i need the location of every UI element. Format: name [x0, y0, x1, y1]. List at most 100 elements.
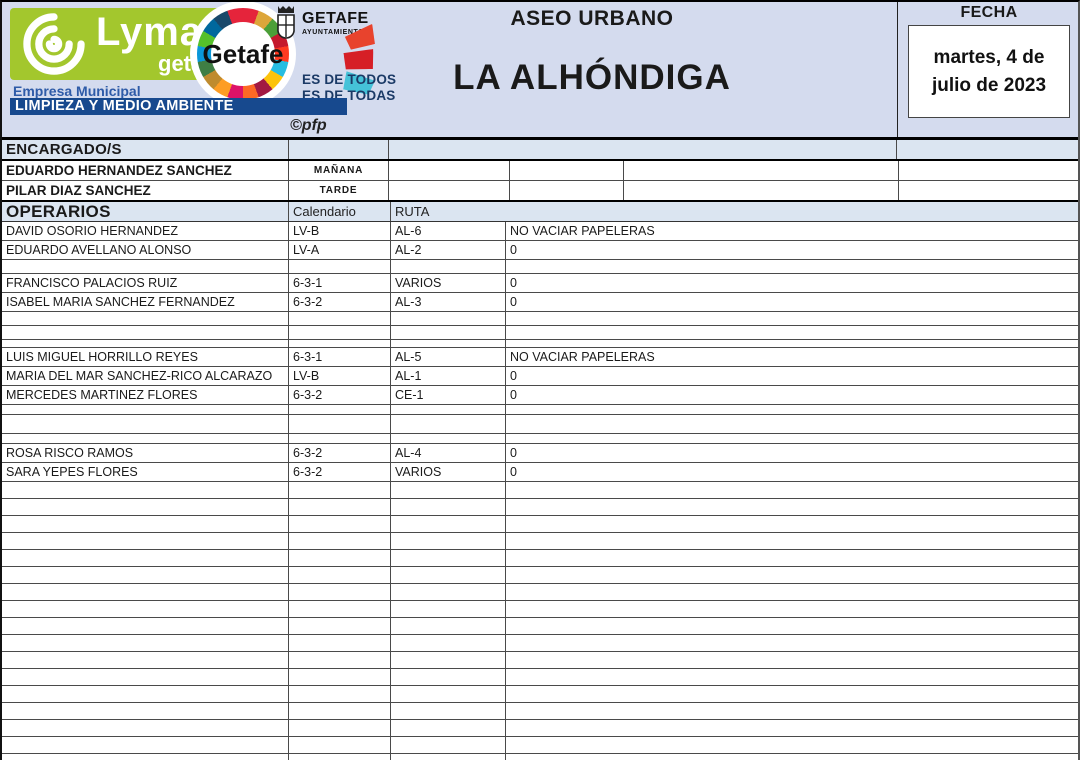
column-header-ruta: RUTA — [391, 202, 1078, 221]
operario-ruta — [391, 405, 506, 414]
operario-calendario — [289, 652, 391, 668]
operario-name — [2, 482, 289, 498]
operario-nota: NO VACIAR PAPELERAS — [510, 224, 655, 238]
operario-ruta — [391, 533, 506, 549]
empty-cell — [899, 181, 1078, 200]
getafe-wheel-label: Getafe — [202, 39, 284, 69]
getafe-city-name: GETAFE — [302, 10, 369, 27]
empty-row — [2, 326, 1078, 340]
encargado-row: EDUARDO HERNANDEZ SANCHEZ MAÑANA — [2, 161, 1078, 181]
empty-cell — [510, 161, 624, 180]
empty-row — [2, 533, 1078, 550]
empty-row — [2, 737, 1078, 754]
encargados-section-label: ENCARGADO/S — [2, 140, 289, 159]
operario-ruta — [391, 720, 506, 736]
operario-name — [2, 584, 289, 600]
schedule-table: ENCARGADO/S EDUARDO HERNANDEZ SANCHEZ MA… — [2, 140, 1078, 760]
operario-calendario — [289, 415, 391, 433]
getafe-sdg-wheel-logo: Getafe — [192, 3, 294, 105]
operario-calendario — [289, 533, 391, 549]
empty-row — [2, 703, 1078, 720]
operario-ruta — [391, 499, 506, 515]
ayuntamiento-crest-icon — [277, 6, 295, 39]
encargado-shift: TARDE — [289, 181, 389, 200]
operario-nota — [506, 415, 1078, 433]
empty-row — [2, 415, 1078, 434]
operario-name — [2, 703, 289, 719]
operario-ruta — [391, 326, 506, 339]
empty-row — [2, 405, 1078, 415]
operario-nota — [506, 567, 1078, 583]
operarios-header-row: OPERARIOS Calendario RUTA — [2, 202, 1078, 222]
operario-ruta — [391, 737, 506, 753]
operario-nota — [506, 754, 1078, 760]
empty-cell — [289, 140, 389, 159]
operario-nota — [506, 326, 1078, 339]
operario-row: FRANCISCO PALACIOS RUIZ 6-3-1 VARIOS 0 — [2, 274, 1078, 293]
operario-calendario — [289, 516, 391, 532]
empty-cell — [899, 161, 1078, 180]
operario-ruta — [391, 482, 506, 498]
operario-name — [2, 601, 289, 617]
operario-calendario — [289, 326, 391, 339]
operario-calendario — [289, 618, 391, 634]
operario-ruta: VARIOS — [391, 274, 506, 292]
operario-calendario: LV-B — [289, 367, 391, 385]
empty-cell — [624, 161, 899, 180]
operario-name — [2, 669, 289, 685]
title-block: ASEO URBANO LA ALHÓNDIGA — [352, 2, 832, 98]
operario-calendario — [289, 754, 391, 760]
operario-name — [2, 312, 289, 325]
operario-ruta — [391, 618, 506, 634]
lyma-swirl-icon — [23, 13, 85, 75]
operario-name — [2, 533, 289, 549]
operario-ruta — [391, 567, 506, 583]
operario-ruta — [391, 669, 506, 685]
operario-calendario: 6-3-2 — [289, 293, 391, 311]
operario-calendario — [289, 601, 391, 617]
operario-calendario — [289, 340, 391, 347]
operario-name — [2, 737, 289, 753]
operario-name — [2, 618, 289, 634]
operario-name — [2, 652, 289, 668]
operario-ruta — [391, 652, 506, 668]
fecha-section: FECHA martes, 4 de julio de 2023 — [897, 2, 1078, 137]
operario-name: SARA YEPES FLORES — [2, 463, 289, 481]
operario-calendario — [289, 686, 391, 702]
empty-row — [2, 312, 1078, 326]
operario-name — [2, 567, 289, 583]
operario-nota — [506, 703, 1078, 719]
operario-nota — [506, 260, 1078, 273]
empty-row — [2, 584, 1078, 601]
operario-calendario: 6-3-1 — [289, 274, 391, 292]
operarios-section-label: OPERARIOS — [2, 202, 289, 221]
page-title: ASEO URBANO — [510, 7, 674, 30]
empty-row — [2, 340, 1078, 348]
operario-ruta — [391, 703, 506, 719]
empty-cell — [389, 181, 510, 200]
operario-name: EDUARDO AVELLANO ALONSO — [2, 241, 289, 259]
empty-cell — [624, 181, 899, 200]
operario-nota: NO VACIAR PAPELERAS — [510, 350, 655, 364]
operario-calendario: 6-3-2 — [289, 463, 391, 481]
empty-row — [2, 635, 1078, 652]
operario-nota: 0 — [510, 446, 517, 460]
ayuntamiento-wordmark: GETAFE AYUNTAMIENTO — [302, 10, 369, 37]
empty-row — [2, 516, 1078, 533]
operario-name — [2, 516, 289, 532]
operario-name: MERCEDES MARTINEZ FLORES — [2, 386, 289, 404]
empty-cell — [510, 181, 624, 200]
operario-nota — [506, 499, 1078, 515]
operario-name — [2, 260, 289, 273]
operario-nota — [506, 533, 1078, 549]
fecha-label: FECHA — [960, 4, 1018, 21]
empty-row — [2, 601, 1078, 618]
operario-calendario — [289, 703, 391, 719]
operario-calendario — [289, 499, 391, 515]
operario-ruta — [391, 260, 506, 273]
operario-name: LUIS MIGUEL HORRILLO REYES — [2, 348, 289, 366]
sheet-header: Lyma getafe Getafe GETAFE AYUNTAMIENTO E… — [2, 2, 1078, 140]
column-header-calendario: Calendario — [289, 202, 391, 221]
operario-calendario: 6-3-1 — [289, 348, 391, 366]
